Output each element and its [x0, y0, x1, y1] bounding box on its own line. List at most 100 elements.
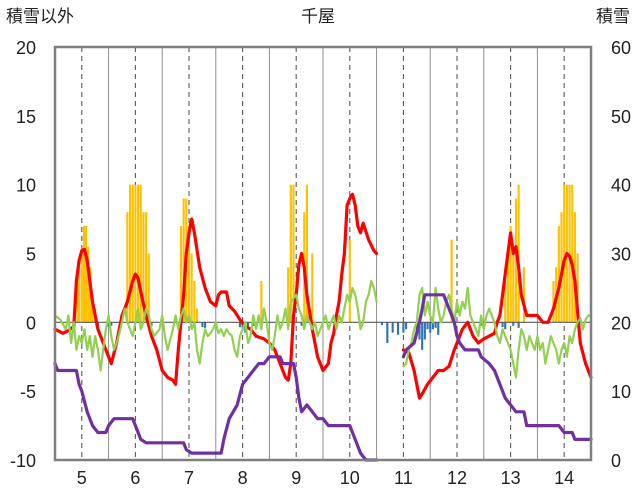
snow-melt-bar — [517, 322, 520, 328]
snow-depth-bar — [292, 184, 295, 323]
snow-depth-bar — [139, 184, 142, 323]
x-tick-label: 5 — [77, 468, 87, 488]
left-tick-label: 20 — [16, 38, 36, 58]
snow-depth-bar — [193, 281, 196, 323]
snow-depth-bar — [145, 212, 148, 323]
snow-melt-bar — [434, 322, 437, 328]
right-tick-label: 20 — [611, 313, 631, 333]
snow-melt-bar — [423, 322, 426, 340]
right-tick-label: 50 — [611, 107, 631, 127]
x-tick-label: 14 — [554, 468, 574, 488]
snow-melt-bar — [402, 322, 405, 333]
snow-melt-bar — [429, 322, 432, 333]
snow-depth-bar — [305, 184, 308, 323]
x-tick-label: 6 — [130, 468, 140, 488]
snow-depth-bar — [80, 253, 83, 323]
snow-depth-bar — [85, 225, 88, 323]
x-tick-label: 7 — [184, 468, 194, 488]
snow-melt-bar — [437, 322, 440, 335]
snow-melt-bar — [431, 322, 434, 330]
snow-depth-bar — [563, 184, 566, 323]
snow-depth-bar — [504, 281, 507, 323]
snow-depth-bar — [348, 239, 351, 323]
x-tick-label: 13 — [501, 468, 521, 488]
snow-depth-bar — [131, 184, 134, 323]
snow-depth-bar — [126, 212, 129, 323]
snow-depth-bar — [82, 225, 86, 323]
x-tick-label: 12 — [447, 468, 467, 488]
x-tick-label: 8 — [238, 468, 248, 488]
snow-depth-bar — [571, 184, 574, 323]
snow-depth-bar — [195, 308, 199, 323]
snow-melt-bar — [512, 322, 515, 326]
snow-melt-bar — [241, 322, 244, 330]
snow-melt-bar — [501, 322, 504, 328]
snow-melt-bar — [246, 322, 250, 330]
snow-depth-bar — [517, 184, 520, 323]
snow-depth-bar — [557, 225, 560, 323]
left-tick-label: -10 — [10, 451, 36, 471]
purple-series-line — [53, 355, 379, 462]
snow-depth-bar — [182, 198, 185, 323]
snow-melt-bar — [421, 322, 424, 350]
green-series-line — [402, 286, 593, 379]
right-tick-label: 30 — [611, 245, 631, 265]
snow-depth-bar — [147, 253, 150, 323]
right-axis-ticks: 0 10 20 30 40 50 60 — [611, 38, 631, 471]
snow-melt-bar — [426, 322, 429, 330]
snow-depth-bar — [509, 225, 512, 323]
snow-depth-bar — [179, 225, 183, 323]
snow-melt-bar — [201, 322, 204, 328]
snow-depth-bar — [506, 253, 509, 323]
snow-melt-bar — [396, 322, 400, 335]
snow-depth-bar — [187, 225, 191, 323]
snow-melt-bar — [504, 322, 507, 330]
snow-melt-bar — [110, 322, 113, 326]
left-axis-label: 積雪以外 — [6, 7, 74, 26]
snow-melt-bar — [418, 322, 421, 340]
snow-melt-bar — [405, 322, 408, 330]
left-tick-label: 0 — [26, 313, 36, 333]
purple-series-line — [401, 293, 593, 441]
right-tick-label: 60 — [611, 38, 631, 58]
grid-lines — [81, 47, 592, 460]
x-tick-label: 9 — [291, 468, 301, 488]
snow-melt-bar — [480, 322, 483, 326]
left-tick-label: -5 — [20, 382, 36, 402]
snow-depth-bar — [311, 253, 314, 323]
left-axis-ticks: -10 -5 0 5 10 15 20 — [10, 38, 36, 471]
snow-depth-bar — [576, 253, 579, 323]
left-tick-label: 15 — [16, 107, 36, 127]
x-axis-ticks: 5 6 7 8 9 10 11 12 13 14 — [77, 468, 574, 488]
snow-melt-bar — [300, 322, 303, 326]
plot-frame — [53, 45, 593, 462]
snow-melt-bar — [238, 322, 241, 328]
snow-depth-bar — [568, 184, 571, 323]
snow-depth-bar — [450, 239, 453, 323]
snow-depth-bar — [87, 246, 90, 323]
snow-melt-bar — [391, 322, 394, 333]
snow-depth-bar — [552, 281, 555, 323]
right-tick-label: 0 — [611, 451, 621, 471]
snow-depth-bar — [134, 184, 137, 323]
line-series — [53, 192, 593, 462]
left-tick-label: 5 — [26, 245, 36, 265]
snow-depth-bar — [289, 184, 292, 323]
snow-melt-bar — [204, 322, 207, 328]
chart-title: 千屋 — [301, 7, 335, 26]
x-tick-label: 10 — [340, 468, 360, 488]
snow-depth-bar — [76, 281, 79, 323]
right-axis-label: 積雪 — [596, 7, 630, 26]
snow-depth-bar — [190, 253, 193, 323]
snow-depth-bar — [573, 212, 576, 323]
snow-depth-bar — [512, 253, 515, 323]
snow-melt-bar — [107, 322, 110, 327]
green-series-line — [53, 279, 378, 372]
snow-melt-bar — [252, 322, 255, 326]
snow-depth-bar — [142, 212, 145, 323]
snow-depth-bar — [522, 267, 526, 323]
snow-depth-bar — [128, 184, 132, 323]
snow-depth-bar — [137, 184, 140, 323]
x-tick-label: 11 — [394, 468, 413, 488]
